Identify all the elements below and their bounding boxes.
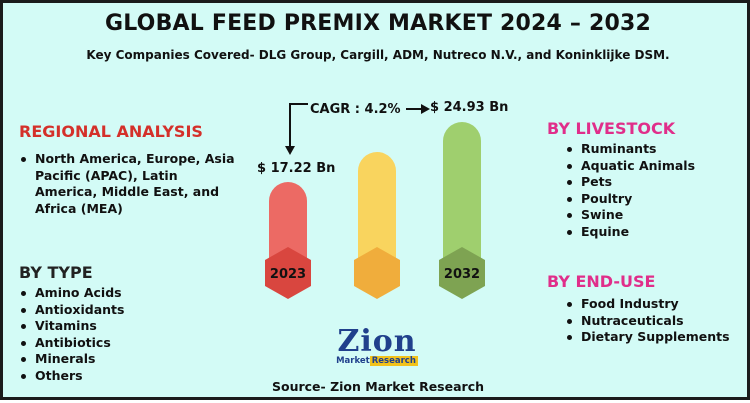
bar-2032 [443, 122, 481, 278]
zion-logo: Zion Market Research [327, 326, 427, 371]
list-item: Poultry [565, 191, 745, 208]
list-item: Equine [565, 224, 745, 241]
hexagon-middle [354, 247, 400, 299]
year-2023-label: 2023 [270, 267, 306, 282]
list-item: Aquatic Animals [565, 158, 745, 175]
by-type-list: Amino Acids Antioxidants Vitamins Antibi… [19, 285, 219, 384]
list-item: Swine [565, 207, 745, 224]
year-2032-label: 2032 [444, 267, 480, 282]
list-item: Pets [565, 174, 745, 191]
regional-list: North America, Europe, Asia Pacific (APA… [19, 151, 244, 217]
source-credit: Source- Zion Market Research [271, 379, 485, 394]
list-item: Amino Acids [19, 285, 219, 302]
logo-wordmark: Zion [337, 324, 417, 359]
cagr-bracket-left [289, 103, 308, 151]
by-livestock-list: Ruminants Aquatic Animals Pets Poultry S… [565, 141, 745, 240]
hexagon-2032 [439, 247, 485, 299]
cagr-label: CAGR : 4.2% [310, 102, 401, 117]
list-item: Vitamins [19, 318, 219, 335]
start-value-label: $ 17.22 Bn [257, 161, 336, 176]
by-end-use-list: Food Industry Nutraceuticals Dietary Sup… [565, 296, 745, 346]
by-livestock-heading: BY LIVESTOCK [547, 119, 676, 138]
list-item: Minerals [19, 351, 219, 368]
list-item: Antibiotics [19, 335, 219, 352]
list-item: Others [19, 368, 219, 385]
by-type-heading: BY TYPE [19, 263, 93, 282]
by-end-use-heading: BY END-USE [547, 272, 656, 291]
list-item: Antioxidants [19, 302, 219, 319]
logo-research-word: Research [369, 356, 418, 366]
growth-graphic: 2023 2032 [265, 103, 485, 299]
page-title: GLOBAL FEED PREMIX MARKET 2024 – 2032 [104, 11, 652, 36]
arrow-down-icon [285, 146, 295, 155]
list-item: Ruminants [565, 141, 745, 158]
regional-analysis-heading: REGIONAL ANALYSIS [19, 122, 203, 141]
list-item: Nutraceuticals [565, 313, 745, 330]
end-value-label: $ 24.93 Bn [430, 100, 509, 115]
list-item: Dietary Supplements [565, 329, 745, 346]
key-companies-subtitle: Key Companies Covered- DLG Group, Cargil… [86, 48, 670, 62]
list-item: Food Industry [565, 296, 745, 313]
bar-middle [358, 152, 396, 278]
logo-tagline: Market Research [331, 356, 423, 366]
logo-market-word: Market [336, 356, 370, 366]
arrow-right-icon [421, 104, 430, 114]
hexagon-2023 [265, 247, 311, 299]
list-item: North America, Europe, Asia Pacific (APA… [19, 151, 244, 217]
